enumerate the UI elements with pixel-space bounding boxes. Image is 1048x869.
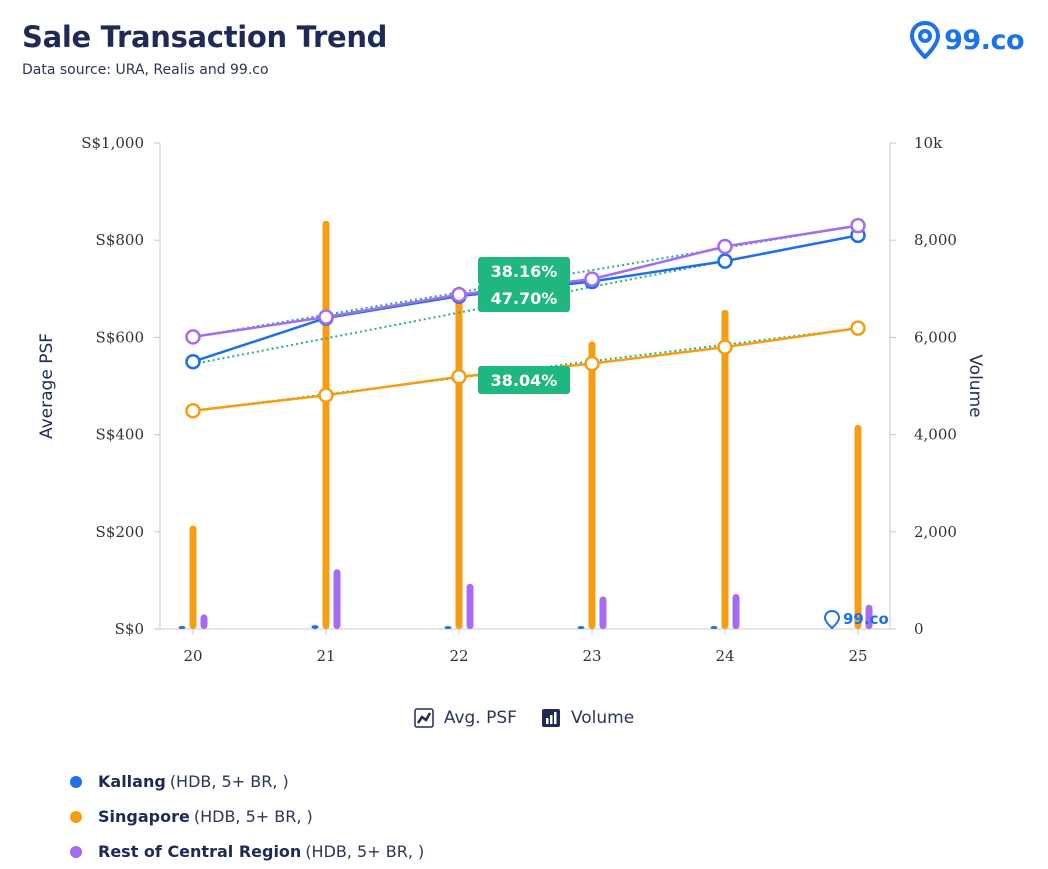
growth-badge — [478, 366, 570, 394]
psf-point — [451, 286, 467, 303]
volume-bar — [865, 604, 873, 629]
growth-badge-text: 38.16% — [491, 262, 558, 281]
psf-point — [185, 353, 201, 370]
volume-bar — [189, 525, 197, 629]
legend-dot-kallang — [70, 775, 82, 788]
left-tick-label: S$600 — [96, 328, 144, 346]
volume-bar — [599, 596, 607, 629]
legend-item-singapore[interactable]: Singapore (HDB, 5+ BR, ) — [70, 799, 424, 834]
right-tick-label: 8,000 — [914, 231, 957, 249]
psf-point — [318, 309, 334, 325]
x-tick-label: 23 — [582, 647, 601, 665]
x-tick-label: 20 — [183, 647, 202, 665]
legend-dot-rest-of-central — [70, 845, 82, 858]
psf-point — [850, 320, 866, 336]
volume-bar — [178, 626, 186, 629]
psf-point — [717, 238, 733, 255]
legend-name-singapore: Singapore — [98, 807, 190, 826]
volume-bar — [588, 341, 596, 629]
line-chart-icon — [414, 708, 434, 728]
right-tick-label: 2,000 — [914, 523, 957, 541]
volume-bar — [577, 626, 585, 629]
watermark-text: 99.co — [843, 610, 889, 628]
volume-bar — [444, 626, 452, 629]
chart-mode-legend: Avg. PSF Volume — [0, 708, 1048, 728]
psf-point — [717, 253, 733, 269]
psf-point — [185, 329, 201, 345]
legend-avg-psf[interactable]: Avg. PSF — [414, 708, 517, 728]
growth-badge — [478, 284, 570, 312]
volume-bar — [710, 626, 718, 629]
y-right-axis-title: Volume — [965, 354, 985, 417]
x-tick-label: 22 — [449, 647, 468, 665]
legend-item-rest-of-central[interactable]: Rest of Central Region (HDB, 5+ BR, ) — [70, 834, 424, 869]
right-tick-label: 6,000 — [914, 328, 957, 346]
brand-logo[interactable]: 99.co — [910, 20, 1024, 60]
right-tick-label: 4,000 — [914, 426, 957, 444]
x-tick-label: 21 — [316, 647, 335, 665]
data-source-subtitle: Data source: URA, Realis and 99.co — [22, 62, 269, 78]
watermark-logo: 99.co — [823, 609, 889, 630]
location-pin-icon — [910, 21, 941, 59]
psf-point — [451, 369, 467, 385]
right-tick-label: 10k — [914, 134, 943, 152]
chart-title: Sale Transaction Trend — [22, 20, 388, 54]
legend-volume[interactable]: Volume — [541, 708, 634, 728]
left-tick-label: S$400 — [96, 426, 144, 444]
legend-item-kallang[interactable]: Kallang (HDB, 5+ BR, ) — [70, 764, 424, 799]
y-left-axis-title: Average PSF — [37, 333, 57, 439]
left-tick-label: S$200 — [96, 523, 144, 541]
logo-text: 99.co — [944, 24, 1024, 56]
legend-volume-label: Volume — [570, 708, 635, 728]
sale-transaction-chart: S$0 S$200 S$400 S$600 S$800 S$1,000 0 2,000 4,00… — [37, 134, 985, 665]
legend-name-rest-of-central: Rest of Central Region — [98, 842, 302, 861]
volume-bar — [322, 220, 330, 629]
growth-badge-text: 38.04% — [491, 371, 558, 390]
volume-bar — [854, 424, 862, 629]
series-legend: Kallang (HDB, 5+ BR, ) Singapore (HDB, 5… — [70, 764, 424, 869]
x-tick-label: 24 — [715, 647, 734, 665]
psf-point — [318, 387, 334, 403]
growth-badge — [478, 257, 570, 285]
right-tick-label: 0 — [914, 620, 924, 638]
growth-badges: 38.16% 47.70% 38.04% — [478, 257, 570, 394]
bar-chart-icon — [541, 709, 560, 727]
growth-badge-text: 47.70% — [491, 289, 558, 308]
volume-bar — [732, 594, 740, 629]
legend-dot-singapore — [70, 810, 82, 823]
legend-name-kallang: Kallang — [98, 772, 166, 791]
watermark-pin-icon — [823, 609, 841, 630]
legend-detail-rest-of-central: (HDB, 5+ BR, ) — [305, 842, 425, 861]
chart-axes: S$0 S$200 S$400 S$600 S$800 S$1,000 0 2,000 4,00… — [37, 134, 985, 665]
volume-bar — [311, 625, 319, 629]
volume-bar — [721, 309, 729, 629]
psf-point — [584, 271, 600, 287]
x-tick-label: 25 — [848, 647, 867, 665]
left-tick-label: S$800 — [96, 231, 144, 249]
psf-point — [717, 339, 733, 355]
left-tick-label: S$1,000 — [81, 134, 144, 152]
volume-bar — [200, 614, 208, 629]
volume-bar — [455, 286, 463, 629]
volume-bars — [178, 220, 873, 629]
psf-point — [584, 355, 600, 372]
left-tick-label: S$0 — [115, 620, 144, 638]
legend-detail-kallang: (HDB, 5+ BR, ) — [169, 772, 289, 791]
volume-bar — [333, 569, 341, 629]
legend-avg-psf-label: Avg. PSF — [443, 708, 517, 728]
legend-detail-singapore: (HDB, 5+ BR, ) — [193, 807, 313, 826]
volume-bar — [466, 583, 474, 629]
psf-point — [850, 217, 866, 234]
psf-point — [185, 403, 201, 419]
